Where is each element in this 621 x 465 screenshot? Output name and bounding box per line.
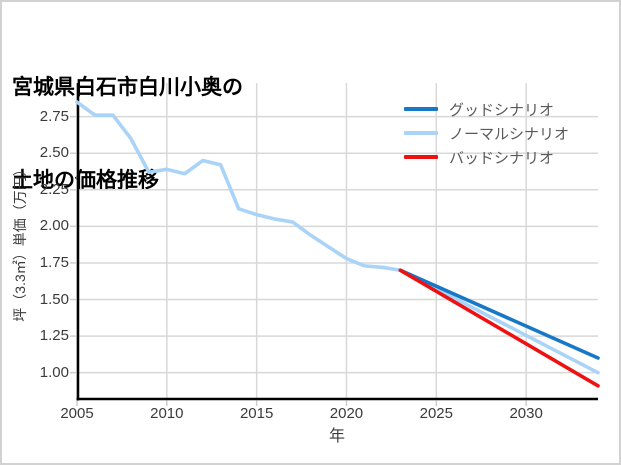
line-normal-scenario: [75, 100, 600, 375]
page-title: 宮城県白石市白川小奥の 土地の価格推移: [12, 10, 243, 258]
legend-label-good-scenario: グッドシナリオ: [449, 101, 555, 119]
y-tick-label: 2.25: [39, 180, 69, 198]
legend-swatch-bad-scenario: [404, 155, 438, 159]
line-good-scenario: [398, 268, 600, 360]
legend-item-good-scenario[interactable]: グッドシナリオ: [404, 97, 569, 121]
page-title-line2: 土地の価格推移: [12, 169, 159, 192]
y-tick-label: 1.75: [39, 253, 69, 271]
y-tick-label: 2.75: [39, 107, 69, 125]
x-tick-label: 2025: [419, 405, 453, 422]
x-axis-title: 年: [328, 428, 345, 445]
y-tick-label: 1.50: [39, 290, 69, 308]
legend-label-normal-scenario: ノーマルシナリオ: [449, 125, 570, 143]
y-axis-title: 坪（3.3㎡）単価（万円）: [12, 162, 28, 322]
legend-item-normal-scenario[interactable]: ノーマルシナリオ: [404, 121, 569, 145]
page-title-line1: 宮城県白石市白川小奥の: [12, 76, 243, 99]
x-tick-label: 2015: [239, 405, 274, 422]
x-tick-label: 2030: [509, 405, 543, 422]
y-tick-label: 1.25: [39, 327, 69, 345]
legend-label-bad-scenario: バッドシナリオ: [449, 149, 555, 167]
legend-swatch-normal-scenario: [404, 131, 438, 135]
y-tick-label: 1.00: [39, 363, 69, 381]
line-bad-scenario: [398, 268, 600, 388]
x-tick-label: 2005: [60, 405, 94, 422]
legend: グッドシナリオ ノーマルシナリオ バッドシナリオ: [404, 97, 569, 169]
legend-swatch-good-scenario: [404, 107, 438, 111]
x-tick-label: 2020: [329, 405, 364, 422]
y-tick-label: 2.50: [39, 144, 69, 162]
legend-item-bad-scenario[interactable]: バッドシナリオ: [404, 145, 569, 169]
x-tick-label: 2010: [150, 405, 184, 422]
y-tick-label: 2.00: [39, 217, 69, 235]
